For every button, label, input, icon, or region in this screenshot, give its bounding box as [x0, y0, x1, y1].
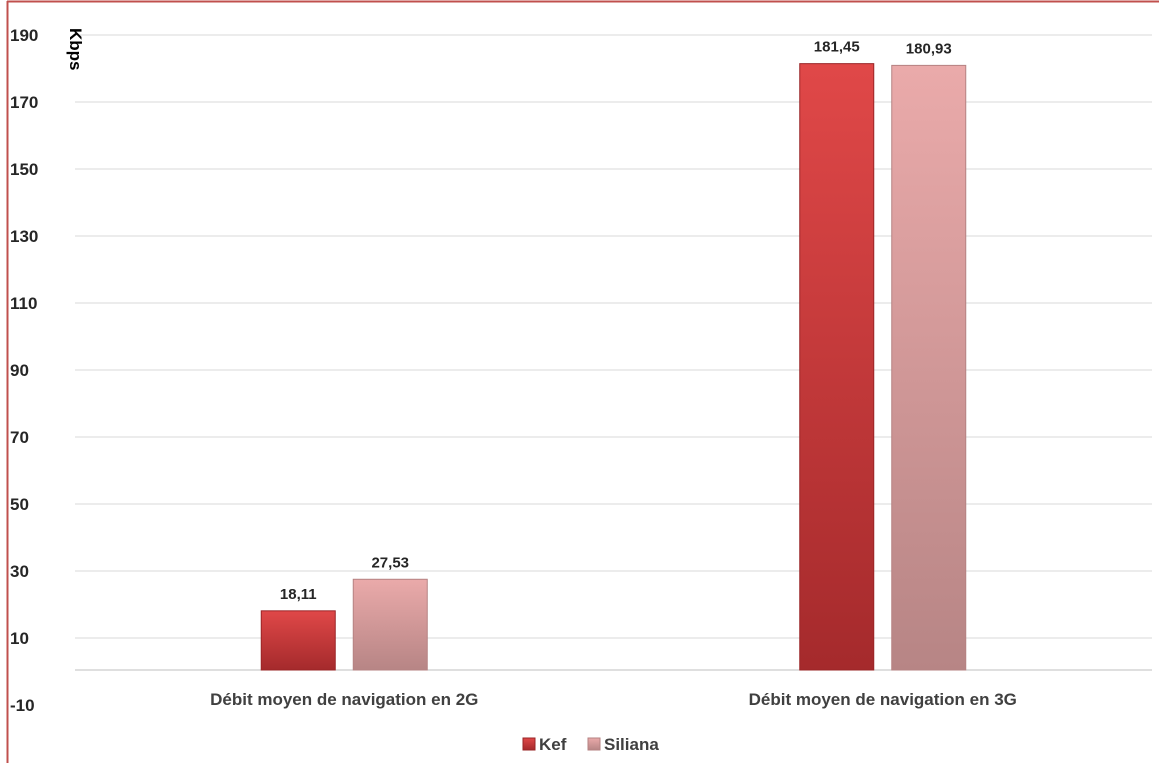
bar-kef-0 [260, 610, 336, 671]
y-tick-label: 150 [10, 160, 38, 179]
y-tick-label: 110 [10, 294, 37, 313]
y-tick-label: 170 [10, 93, 38, 112]
legend-swatch-kef [522, 737, 536, 751]
y-tick-label: -10 [10, 696, 35, 715]
legend-label-kef: Kef [539, 735, 567, 754]
legend: Kef Siliana [522, 735, 659, 754]
category-labels: Débit moyen de navigation en 2G Débit moy… [210, 690, 1017, 709]
legend-label-siliana: Siliana [604, 735, 659, 754]
data-labels: 18,11 27,53 181,45 180,93 [280, 39, 952, 603]
gridlines [75, 34, 1152, 671]
y-axis-ticks: 190 170 150 130 110 90 70 50 30 10 -10 [10, 26, 38, 715]
data-label-kef-1: 181,45 [814, 39, 860, 56]
bar-siliana-0 [352, 578, 428, 671]
category-label: Débit moyen de navigation en 3G [749, 690, 1017, 709]
category-label: Débit moyen de navigation en 2G [210, 690, 478, 709]
y-tick-label: 190 [10, 26, 38, 45]
y-tick-label: 50 [10, 495, 29, 514]
data-label-siliana-0: 27,53 [371, 554, 409, 571]
data-label-kef-0: 18,11 [280, 586, 317, 603]
bars [260, 63, 967, 671]
y-tick-label: 130 [10, 227, 38, 246]
y-tick-label: 30 [10, 562, 29, 581]
y-tick-label: 10 [10, 629, 29, 648]
y-tick-label: 90 [10, 361, 29, 380]
data-label-siliana-1: 180,93 [906, 40, 952, 57]
bar-siliana-1 [891, 64, 967, 671]
legend-swatch-siliana [587, 737, 601, 751]
y-tick-label: 70 [10, 428, 29, 447]
y-axis-label: Kbps [66, 28, 85, 71]
bar-kef-1 [799, 63, 875, 671]
